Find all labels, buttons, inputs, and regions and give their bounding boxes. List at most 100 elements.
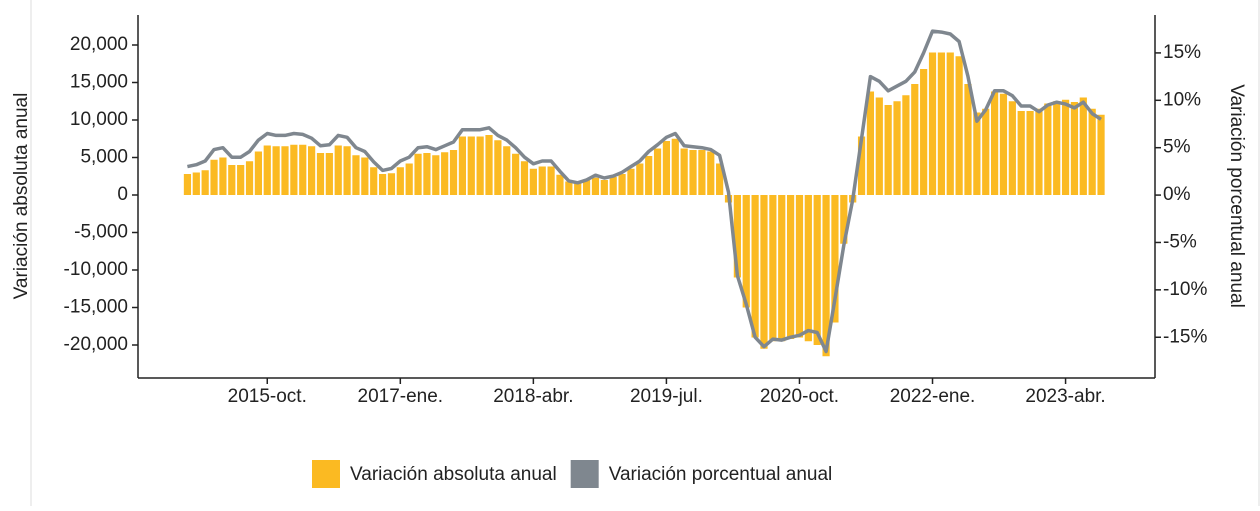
bar	[370, 167, 378, 195]
bar	[423, 153, 431, 195]
y2-tick-label: -10%	[1163, 279, 1207, 300]
bar	[308, 146, 316, 195]
bar	[1061, 99, 1070, 195]
legend-label: Variación absoluta anual	[350, 464, 557, 485]
bar	[1053, 101, 1061, 195]
bar	[1035, 108, 1043, 195]
bar	[955, 56, 963, 195]
bar	[937, 52, 945, 195]
bar	[547, 166, 555, 195]
bar	[671, 138, 679, 195]
bar	[210, 159, 218, 195]
bar	[618, 174, 626, 195]
bar	[582, 180, 591, 195]
bar	[689, 150, 697, 195]
bar	[831, 195, 839, 323]
y2-tick-label: -15%	[1163, 326, 1207, 347]
y-tick-label: 5,000	[80, 147, 128, 168]
bar	[698, 150, 706, 195]
bar	[1008, 101, 1016, 195]
x-tick-label: 2015-oct.	[228, 386, 307, 407]
bar	[263, 145, 271, 195]
bar	[219, 157, 227, 195]
bar	[387, 173, 396, 195]
bar	[281, 146, 289, 195]
bar	[405, 163, 413, 195]
bar	[1088, 108, 1096, 195]
bar	[645, 156, 653, 195]
bar	[529, 168, 537, 195]
y2-tick-label: 5%	[1163, 137, 1191, 158]
bar	[494, 140, 502, 195]
bar	[742, 195, 750, 308]
bar	[414, 153, 422, 195]
y-tick-label: -5,000	[74, 222, 128, 243]
bar	[458, 136, 467, 195]
y-tick-label: 20,000	[70, 34, 128, 55]
bar	[893, 101, 901, 195]
bar	[378, 174, 387, 195]
bar	[272, 146, 280, 195]
bar	[795, 195, 804, 338]
y-tick-label: -10,000	[64, 259, 128, 280]
bar	[316, 153, 325, 195]
bar	[1079, 97, 1087, 195]
x-tick-label: 2022-ene.	[890, 386, 976, 407]
bar	[254, 151, 262, 195]
bar	[786, 195, 795, 339]
bar	[1026, 111, 1034, 195]
frame	[30, 0, 1260, 510]
bar	[840, 195, 848, 244]
bar	[201, 170, 209, 195]
bar	[290, 144, 298, 195]
bar	[361, 157, 369, 195]
y2-tick-label: -5%	[1163, 231, 1197, 252]
bar	[920, 69, 928, 195]
bar	[1097, 114, 1105, 195]
y-tick-label: -15,000	[64, 297, 128, 318]
bar	[183, 174, 192, 195]
y-tick-label: 15,000	[70, 72, 128, 93]
legend-swatch	[312, 460, 340, 488]
bar	[476, 136, 484, 195]
y2-tick-label: 0%	[1163, 184, 1191, 205]
bar	[556, 174, 564, 195]
bar	[769, 195, 777, 342]
bar	[574, 183, 582, 195]
bar	[716, 163, 724, 195]
bar	[627, 168, 635, 195]
bar	[352, 155, 360, 195]
bar	[662, 141, 671, 195]
bar	[875, 97, 883, 195]
bar	[485, 135, 493, 195]
bar	[884, 105, 892, 195]
x-tick-label: 2018-abr.	[493, 386, 573, 407]
x-tick-label: 2017-ene.	[358, 386, 444, 407]
x-tick-label: 2020-oct.	[760, 386, 839, 407]
y2-axis-label: Variación porcentual anual	[1226, 84, 1247, 308]
line	[187, 29, 1102, 354]
bar	[512, 153, 520, 195]
bar	[245, 161, 254, 195]
x-tick-label: 2023-abr.	[1025, 386, 1105, 407]
bar	[334, 145, 342, 195]
bar	[467, 136, 475, 195]
y-tick-label: -20,000	[64, 334, 128, 355]
bar	[591, 177, 600, 195]
bar	[343, 146, 351, 195]
bar	[609, 177, 617, 195]
bar	[565, 181, 573, 195]
bar	[237, 165, 245, 195]
bar	[520, 161, 529, 195]
bar	[707, 151, 715, 195]
bar	[653, 148, 662, 195]
bar	[503, 146, 511, 195]
bar	[946, 52, 954, 195]
bar	[804, 195, 812, 342]
bar	[973, 112, 981, 195]
bar	[991, 91, 999, 195]
bar	[999, 93, 1008, 195]
y2-tick-label: 10%	[1163, 89, 1201, 110]
